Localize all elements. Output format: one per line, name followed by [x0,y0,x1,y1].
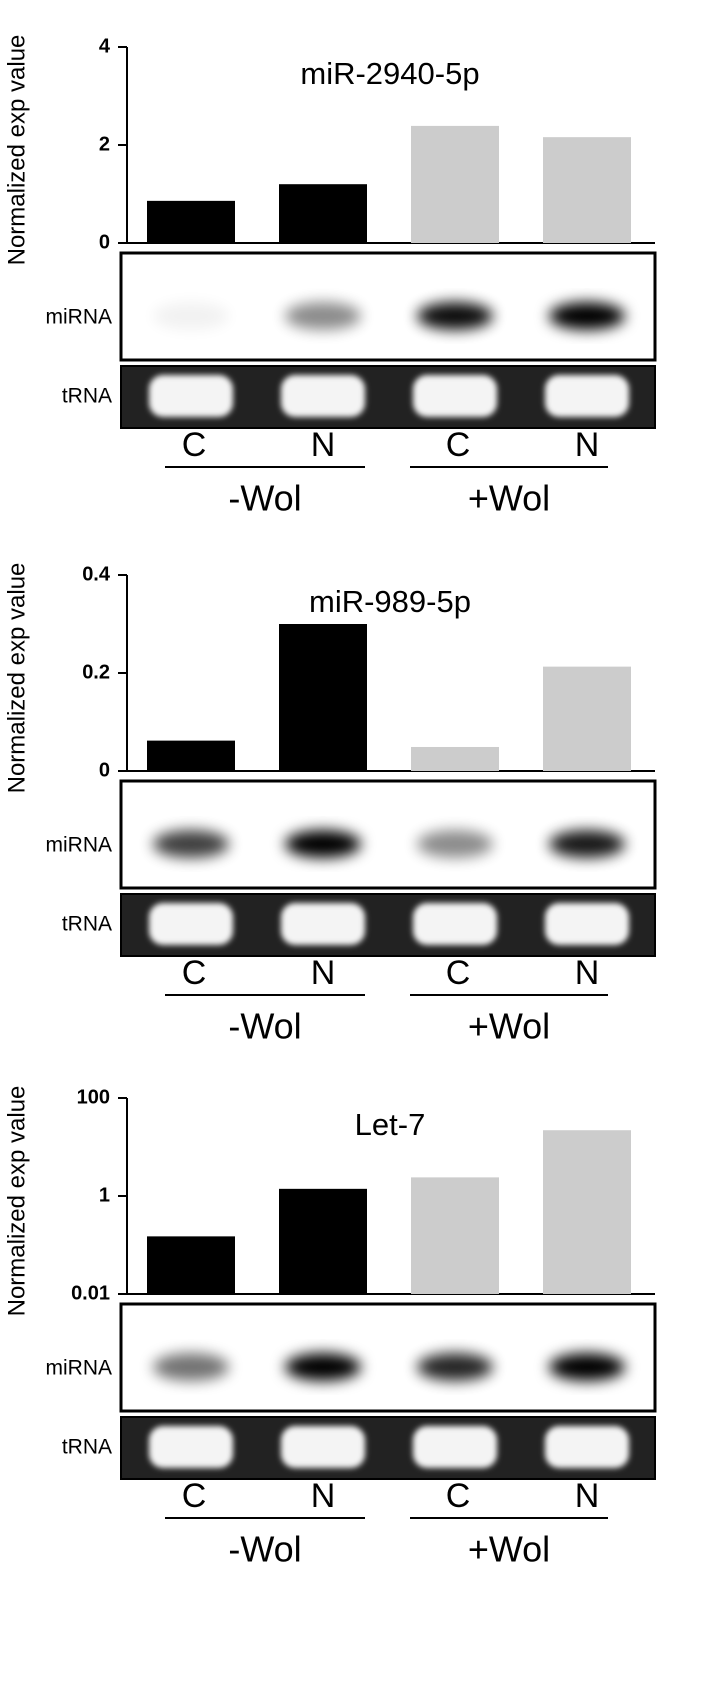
y-tick-label: 4 [99,35,111,57]
mirna-band [285,302,361,330]
y-tick-label: 0.2 [82,661,110,683]
mirna-band [285,1353,361,1381]
trna-band [281,903,365,945]
mirna-band [417,830,493,858]
bar [411,125,499,243]
bar [279,624,367,771]
x-tick-label: N [311,954,336,992]
x-tick-label: C [446,426,471,464]
x-tick-label: N [575,1477,600,1515]
mirna-band [549,830,625,858]
y-tick-label: 0 [99,759,110,781]
trna-band [149,1426,233,1468]
x-tick-label: C [182,426,207,464]
row-label: tRNA [62,385,112,408]
bar [279,1188,367,1294]
row-label: miRNA [46,306,113,329]
mirna-band [549,302,625,330]
y-tick-label: 0 [99,231,110,253]
x-tick-label: N [575,426,600,464]
bar [411,746,499,771]
y-tick-label: 2 [99,133,110,155]
y-axis-label: Normalized exp value [3,1086,30,1317]
y-axis-label: Normalized exp value [3,563,30,794]
x-tick-label: N [311,426,336,464]
trna-band [281,1426,365,1468]
trna-band [413,903,497,945]
group-label: +Wol [468,478,550,519]
mirna-band [417,1353,493,1381]
row-label: tRNA [62,1436,112,1459]
x-tick-label: N [311,1477,336,1515]
row-label: miRNA [46,1357,113,1380]
bar [147,200,235,243]
mirna-band [285,830,361,858]
chart-title: miR-2940-5p [300,56,479,91]
bar [543,137,631,243]
trna-band [281,375,365,417]
row-label: tRNA [62,913,112,936]
y-tick-label: 0.01 [71,1282,110,1304]
x-tick-label: C [182,1477,207,1515]
group-label: -Wol [228,1006,301,1047]
y-tick-label: 100 [77,1086,110,1108]
bar [543,666,631,771]
x-tick-label: C [446,1477,471,1515]
y-tick-label: 1 [99,1184,110,1206]
trna-band [413,375,497,417]
x-tick-label: C [446,954,471,992]
bar [279,184,367,243]
trna-band [545,1426,629,1468]
trna-band [413,1426,497,1468]
chart-title: Let-7 [355,1107,426,1142]
trna-band [545,903,629,945]
mirna-band [153,1353,229,1381]
bar [411,1177,499,1294]
group-label: -Wol [228,1529,301,1570]
y-tick-label: 0.4 [82,563,111,585]
mirna-band [549,1353,625,1381]
trna-band [545,375,629,417]
x-tick-label: N [575,954,600,992]
trna-band [149,375,233,417]
row-label: miRNA [46,834,113,857]
bar [147,740,235,771]
bar [147,1236,235,1294]
group-label: +Wol [468,1529,550,1570]
bar [543,1130,631,1294]
group-label: +Wol [468,1006,550,1047]
trna-band [149,903,233,945]
x-tick-label: C [182,954,207,992]
mirna-band [153,830,229,858]
y-axis-label: Normalized exp value [3,35,30,266]
chart-title: miR-989-5p [309,584,471,619]
mirna-band [153,302,229,330]
mirna-band [417,302,493,330]
group-label: -Wol [228,478,301,519]
